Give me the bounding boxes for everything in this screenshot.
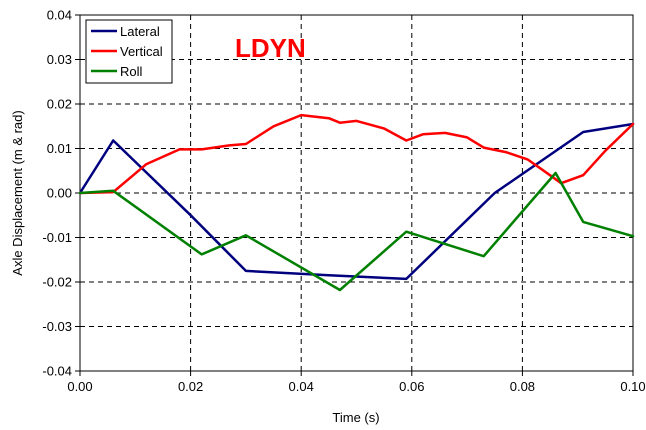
y-tick-label: 0.04	[47, 8, 72, 23]
x-tick-label: 0.00	[67, 379, 92, 394]
y-tick-label: -0.04	[42, 364, 72, 379]
y-axis-tick-labels: 0.04 0.03 0.02 0.01 0.00 -0.01 -0.02 -0.03 -0.04	[42, 8, 72, 379]
y-tick-label: -0.01	[42, 230, 72, 245]
y-tick-label: -0.02	[42, 275, 72, 290]
x-tick-label: 0.06	[399, 379, 424, 394]
legend: Lateral Vertical Roll	[85, 19, 173, 84]
series-line-vertical	[78, 113, 635, 195]
x-tick-label: 0.02	[178, 379, 203, 394]
x-tick-label: 0.04	[289, 379, 314, 394]
x-axis-title: Time (s)	[332, 410, 379, 425]
y-tick-label: 0.00	[47, 186, 72, 201]
x-tick-label: 0.10	[620, 379, 645, 394]
series-layer	[78, 113, 635, 292]
legend-label-roll: Roll	[120, 64, 143, 79]
y-tick-label: -0.03	[42, 319, 72, 334]
legend-label-vertical: Vertical	[120, 44, 163, 59]
y-tick-label: 0.01	[47, 141, 72, 156]
y-tick-label: 0.03	[47, 52, 72, 67]
series-line-roll	[78, 171, 635, 292]
ldyn-annotation: LDYN	[235, 33, 306, 63]
x-tick-label: 0.08	[510, 379, 535, 394]
y-tick-label: 0.02	[47, 97, 72, 112]
y-axis-title: Axle Displacement (m & rad)	[10, 110, 25, 275]
legend-label-lateral: Lateral	[120, 24, 160, 39]
series-line-lateral	[78, 122, 635, 281]
axis-ticks	[75, 14, 634, 376]
x-axis-tick-labels: 0.00 0.02 0.04 0.06 0.08 0.10	[67, 379, 645, 394]
